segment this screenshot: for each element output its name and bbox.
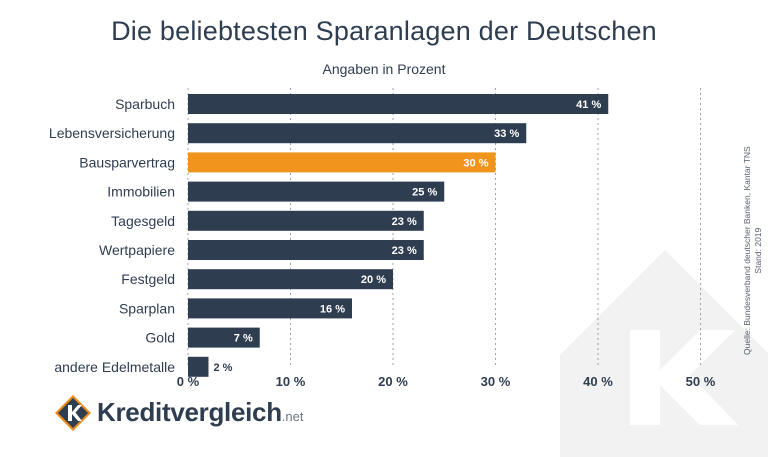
bar [188, 152, 496, 173]
value-label: 20 % [361, 274, 386, 286]
category-label: Sparbuch [115, 96, 175, 112]
value-label: 2 % [214, 362, 233, 374]
bar [188, 327, 260, 348]
bar [188, 298, 352, 319]
category-label: Sparplan [119, 300, 175, 316]
watermark-logo-icon [560, 250, 768, 457]
brand-name-text: Kreditvergleich [97, 397, 282, 427]
bar [188, 269, 393, 290]
bar [188, 181, 445, 202]
x-tick-label: 20 % [378, 374, 408, 389]
x-tick-label: 0 % [177, 374, 200, 389]
category-label: Gold [145, 330, 175, 346]
value-label: 16 % [320, 303, 345, 315]
brand-name: Kreditvergleich.net [97, 397, 303, 428]
value-label: 41 % [576, 99, 601, 111]
x-tick-label: 40 % [583, 374, 613, 389]
bar-chart: Sparbuch Lebensversicherung Bausparvertrag… [49, 88, 716, 389]
bar [188, 356, 209, 377]
category-label: Immobilien [107, 184, 175, 200]
value-label: 30 % [463, 157, 488, 169]
x-tick-label: 30 % [481, 374, 511, 389]
brand-mark-icon [55, 395, 91, 431]
source-line: Quelle: Bundesverband deutscher Banken, … [742, 146, 752, 355]
value-label: 23 % [392, 245, 417, 257]
value-label: 25 % [412, 187, 437, 199]
bar [188, 123, 527, 144]
value-label: 23 % [392, 216, 417, 228]
bar [188, 94, 609, 114]
source-date: Stand: 2019 [753, 227, 763, 274]
source-note: Quelle: Bundesverband deutscher Banken, … [742, 146, 764, 355]
category-label: Wertpapiere [99, 242, 175, 258]
chart-subtitle: Angaben in Prozent [322, 61, 446, 77]
x-tick-label: 10 % [276, 374, 306, 389]
value-label: 7 % [234, 333, 253, 345]
category-label: Bausparvertrag [79, 154, 175, 170]
bar [188, 210, 424, 231]
chart-title: Die beliebtesten Sparanlagen der Deutsch… [111, 16, 657, 46]
brand-tld: .net [281, 409, 304, 424]
value-label: 33 % [494, 128, 519, 140]
category-label: Festgeld [121, 271, 175, 287]
x-tick-label: 50 % [686, 374, 716, 389]
category-label: andere Edelmetalle [54, 359, 175, 375]
bar [188, 240, 424, 260]
category-label: Tagesgeld [111, 213, 175, 229]
category-label: Lebensversicherung [49, 125, 175, 141]
